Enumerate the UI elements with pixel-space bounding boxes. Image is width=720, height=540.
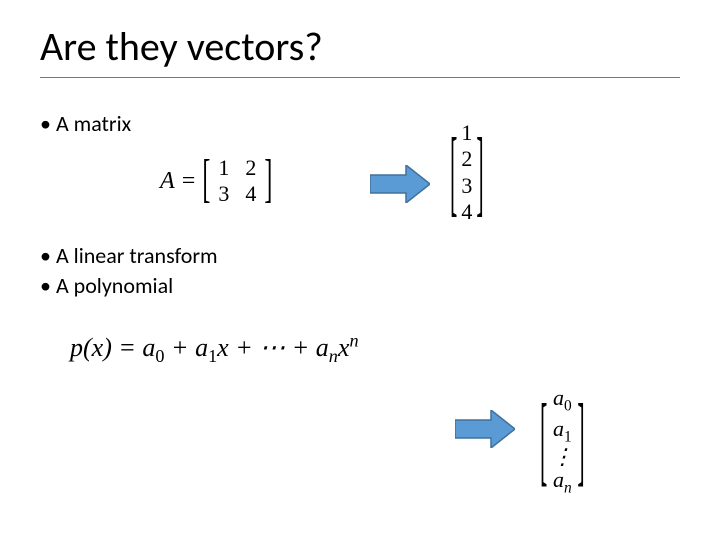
vector-cell: 4 bbox=[461, 199, 472, 225]
bullet-matrix: A matrix bbox=[40, 110, 131, 137]
slide-title: Are they vectors? bbox=[40, 22, 680, 78]
vector-cell: a0 bbox=[553, 385, 572, 416]
column-vector-2: [ a0 a1 ⋮ an ] bbox=[540, 385, 585, 497]
vector-cell: an bbox=[553, 467, 572, 498]
arrow-icon bbox=[455, 410, 515, 448]
matrix-col-1: 1 3 bbox=[210, 155, 237, 208]
polynomial-equation: p(x) = a0 + a1x + ⋯ + anxn bbox=[70, 330, 359, 367]
matrix-cell: 1 bbox=[218, 155, 229, 181]
matrix-equation: A = [ 1 3 2 4 ] bbox=[160, 155, 272, 208]
right-bracket-icon: ] bbox=[577, 381, 584, 501]
matrix-cell: 3 bbox=[218, 181, 229, 207]
matrix-col-2: 2 4 bbox=[237, 155, 264, 208]
vector-cell: a1 bbox=[553, 416, 572, 447]
right-bracket-icon: ] bbox=[264, 152, 272, 211]
arrow-icon bbox=[370, 165, 430, 203]
bullet-polynomial: A polynomial bbox=[40, 272, 173, 299]
vector-cell: 2 bbox=[461, 146, 472, 172]
vector-cell: 3 bbox=[461, 173, 472, 199]
column-vector-1: [ 1 2 3 4 ] bbox=[450, 120, 484, 226]
bullet-linear-transform: A linear transform bbox=[40, 242, 218, 269]
right-bracket-icon: ] bbox=[476, 116, 483, 230]
vector-cell: 1 bbox=[461, 120, 472, 146]
matrix-cell: 4 bbox=[245, 181, 256, 207]
left-bracket-icon: [ bbox=[450, 116, 457, 230]
vertical-dots-icon: ⋮ bbox=[551, 447, 573, 467]
left-bracket-icon: [ bbox=[540, 381, 547, 501]
vector-col: a0 a1 ⋮ an bbox=[547, 385, 577, 497]
matrix-label: A = bbox=[160, 168, 196, 195]
left-bracket-icon: [ bbox=[202, 152, 210, 211]
matrix-cell: 2 bbox=[245, 155, 256, 181]
vector-col: 1 2 3 4 bbox=[457, 120, 476, 226]
poly-lhs: p(x) = a0 + a1x + ⋯ + anxn bbox=[70, 333, 359, 362]
